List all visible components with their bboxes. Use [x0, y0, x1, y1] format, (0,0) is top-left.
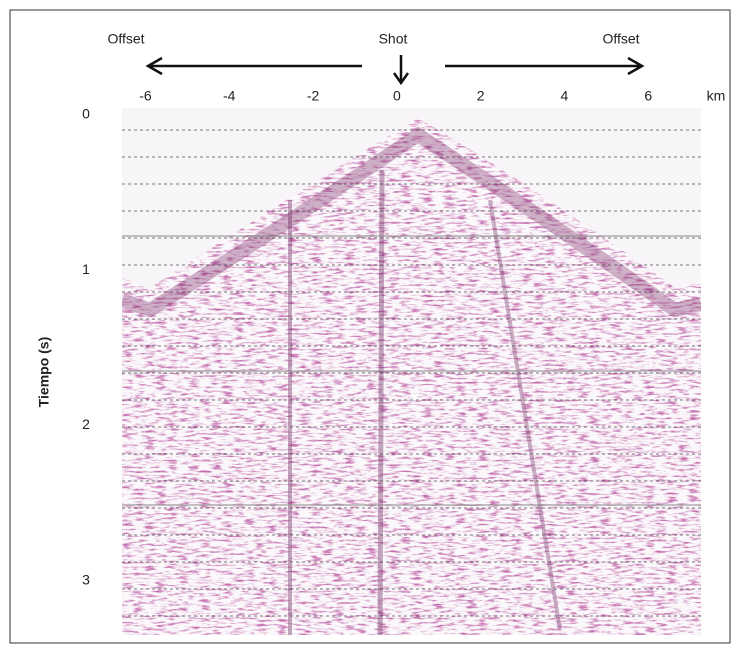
- figure: Offset Shot Offset km Tiempo (s) -6 -4 -2 0…: [0, 0, 741, 644]
- x-tick-label: 2: [477, 88, 485, 104]
- annotation: Shot: [379, 31, 408, 47]
- annotation: Offset: [107, 31, 144, 47]
- y-tick-label: 2: [82, 416, 90, 432]
- x-tick-label: -4: [223, 88, 236, 104]
- x-tick-label: 6: [644, 88, 652, 104]
- y-tick-label: 0: [82, 106, 90, 122]
- x-axis-label: km: [707, 88, 726, 104]
- annotation: Offset: [602, 31, 639, 47]
- x-tick-label: 4: [561, 88, 569, 104]
- y-tick-label: 3: [82, 571, 90, 587]
- left-arrow: [148, 58, 362, 74]
- shot-arrow: [394, 55, 408, 83]
- x-tick-label: 0: [393, 88, 401, 104]
- x-tick-label: -6: [139, 88, 152, 104]
- y-axis-label: Tiempo (s): [36, 337, 52, 408]
- y-tick-label: 1: [82, 261, 90, 277]
- x-tick-label: -2: [307, 88, 320, 104]
- right-arrow: [445, 58, 642, 74]
